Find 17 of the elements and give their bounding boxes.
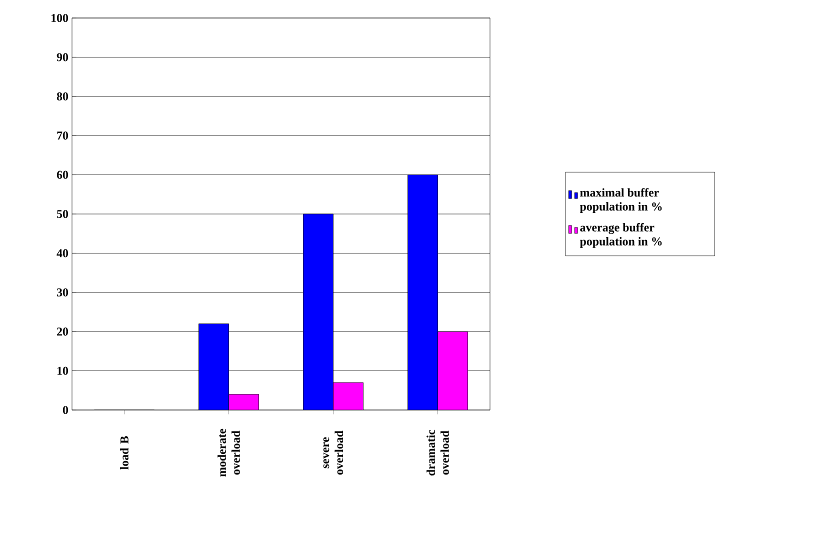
- x-tick-label: dramatic overload: [426, 430, 449, 476]
- y-tick-label: 50: [57, 210, 68, 218]
- legend-label: maximal buffer population in %: [580, 188, 662, 214]
- legend-label: average buffer population in %: [580, 222, 662, 248]
- y-tick-label: 0: [62, 406, 68, 414]
- y-tick-label: 80: [56, 92, 68, 100]
- x-tick-label: severe overload: [323, 430, 344, 475]
- y-tick-label: 30: [56, 288, 68, 296]
- y-tick-label: 40: [56, 249, 68, 258]
- y-tick-label: 10: [57, 366, 68, 375]
- y-tick-label: 70: [57, 132, 68, 140]
- y-tick-label: 20: [57, 328, 68, 336]
- y-tick-label: 60: [56, 170, 68, 179]
- x-tick-label: load B: [120, 436, 128, 470]
- y-tick-label: 90: [56, 53, 68, 62]
- y-tick-label: 100: [52, 14, 68, 22]
- x-tick-label: moderate overload: [218, 428, 240, 477]
